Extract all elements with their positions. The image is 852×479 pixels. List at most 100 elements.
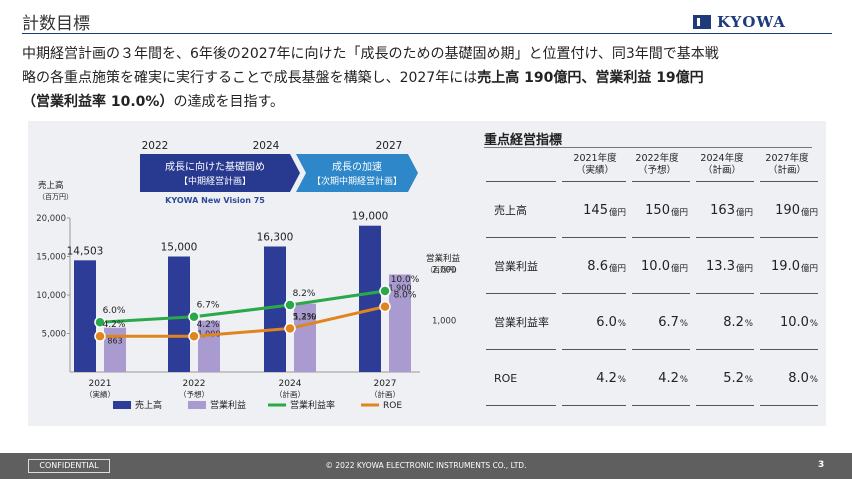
kpi-row-label: ROE [494, 371, 518, 385]
legend-label: ROE [383, 401, 402, 411]
kpi-unit: % [744, 318, 753, 329]
x-category-note: （実績） [85, 389, 115, 399]
kpi-value-cell: 8.0% [756, 350, 818, 406]
operating-profit-bar [104, 327, 126, 372]
kpi-value: 8.6 [587, 258, 608, 274]
x-category-label: 2021 [89, 379, 112, 389]
kpi-value-cell: 19.0 億円 [756, 238, 818, 294]
operating-margin-label: 8.2% [293, 289, 316, 299]
row-divider [760, 405, 818, 406]
timeline-year-label: 2022 [142, 140, 169, 152]
kpi-value-cell: 5.2% [691, 350, 753, 406]
row-divider [486, 293, 556, 294]
x-category-note: （計画） [370, 389, 400, 399]
company-logo: KYOWA [693, 13, 786, 31]
column-note: （実績） [575, 165, 614, 176]
kpi-row: 営業利益 8.6 億円 10.0 億円 13.3 億円 19.0 億円 [486, 238, 818, 294]
kpi-column-header: 2027年度 （計画） [756, 148, 818, 182]
kpi-value: 150 [645, 202, 670, 218]
row-divider [760, 181, 818, 182]
row-divider [486, 349, 556, 350]
x-category-label: 2022 [183, 379, 206, 389]
kpi-unit: 億円 [608, 263, 626, 274]
kpi-value-cell: 6.7% [626, 294, 688, 350]
timeline-year-label: 2027 [376, 140, 403, 152]
kpi-row: 売上高 145 億円 150 億円 163 億円 190 億円 [486, 182, 818, 238]
sales-bar-label: 14,503 [67, 245, 104, 257]
kpi-unit: 億円 [735, 207, 753, 218]
row-divider [562, 405, 626, 406]
copyright-text: © 2022 KYOWA ELECTRONIC INSTRUMENTS CO.,… [325, 461, 527, 470]
left-tick-label: 20,000 [36, 214, 66, 224]
kpi-unit: % [617, 374, 626, 385]
column-note: （予想） [637, 165, 676, 176]
legend-swatch [188, 401, 206, 409]
sales-bar [359, 225, 381, 372]
right-axis-unit: （百万円） [426, 266, 461, 274]
roe-point [379, 300, 391, 313]
operating-profit-bar-label: 1,330 [294, 313, 317, 322]
row-divider [632, 181, 690, 182]
intro-line-2: 略の各重点施策を確実に実行することで成長基盤を構築し、2027年には売上高 19… [22, 66, 832, 90]
right-axis-title: 営業利益 [426, 253, 461, 264]
banner-foundation-text: 成長に向けた基礎固め [165, 160, 265, 173]
kpi-value-cell: 6.0% [564, 294, 626, 350]
kpi-unit: % [679, 318, 688, 329]
operating-margin-label: 10.0% [391, 275, 420, 285]
kpi-value-cell: 4.2% [626, 350, 688, 406]
kpi-column-header: 2021年度 （実績） [564, 148, 626, 182]
kpi-row: ROE 4.2% 4.2% 5.2% 8.0% [486, 350, 818, 406]
kpi-value: 190 [775, 202, 800, 218]
roe-point [94, 330, 106, 342]
roe-line [100, 305, 386, 338]
kpi-value: 6.7 [658, 314, 679, 330]
logo-mark-icon [693, 15, 711, 29]
kpi-value-cell: 145 億円 [564, 182, 626, 238]
row-divider [632, 405, 690, 406]
kpi-value: 19.0 [771, 258, 800, 274]
kpi-value-cell: 163 億円 [691, 182, 753, 238]
row-divider [632, 349, 690, 350]
row-divider [696, 293, 754, 294]
kpi-unit: % [809, 374, 818, 385]
banner-foundation-shape [140, 154, 300, 192]
row-divider [696, 405, 754, 406]
kpi-unit: % [617, 318, 626, 329]
column-note: （計画） [767, 165, 806, 176]
kpi-value: 4.2 [596, 370, 617, 386]
banner-acceleration-shape [296, 154, 418, 192]
intro-line-1: 中期経営計画の３年間を、6年後の2027年に向けた「成長のための基礎固め期」と位… [22, 46, 719, 62]
kpi-value: 5.2 [723, 370, 744, 386]
intro-line-2-text: 略の各重点施策を確実に実行することで成長基盤を構築し、2027年には [22, 70, 478, 86]
row-divider [562, 293, 626, 294]
kpi-value-cell: 150 億円 [626, 182, 688, 238]
row-divider [696, 181, 754, 182]
kpi-value: 8.2 [723, 314, 744, 330]
operating-margin-point [284, 299, 296, 311]
logo-text: KYOWA [717, 13, 786, 31]
row-divider [486, 237, 556, 238]
kpi-table: 2021年度 （実績） 2022年度 （予想） 2024年度 （計画） 2027年度 （計画）… [486, 148, 818, 406]
kpi-unit: % [679, 374, 688, 385]
banner-caption: KYOWA New Vision 75 [165, 196, 265, 205]
sales-bar-label: 19,000 [352, 211, 389, 223]
row-divider [562, 349, 626, 350]
kpi-unit: 億円 [735, 263, 753, 274]
kpi-row-label: 営業利益率 [494, 316, 549, 329]
row-divider [632, 293, 690, 294]
row-divider [486, 181, 556, 182]
combo-chart: 5,000 10,000 15,000 20,000 1,000 2,000 売上高 （百万円… [36, 140, 461, 411]
kpi-title-divider [484, 147, 812, 148]
page-title: 計数目標 [22, 14, 90, 34]
title-divider [22, 33, 832, 34]
row-divider [562, 181, 626, 182]
legend-swatch [113, 401, 131, 409]
roe-label: 4.2% [103, 320, 126, 330]
kpi-value-cell: 4.2% [564, 350, 626, 406]
kpi-title: 重点経営指標 [484, 133, 563, 148]
row-divider [696, 237, 754, 238]
kpi-column-header: 2024年度 （計画） [691, 148, 753, 182]
operating-profit-bar [389, 274, 411, 372]
kpi-value-cell: 8.6 億円 [564, 238, 626, 294]
row-divider [696, 349, 754, 350]
